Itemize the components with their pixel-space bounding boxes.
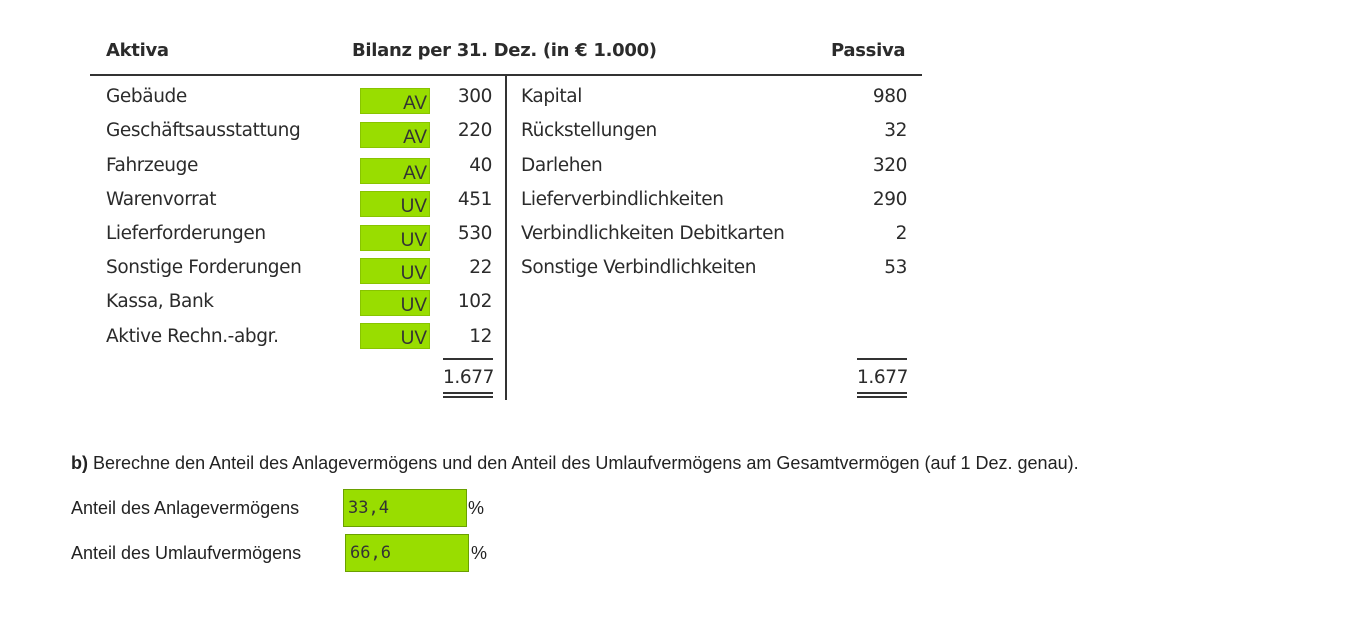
percent-unit: % <box>468 498 485 518</box>
balance-sheet: Aktiva Bilanz per 31. Dez. (in € 1.000) … <box>0 0 930 410</box>
double-rule-aktiva <box>443 392 493 394</box>
question-prefix: b) <box>71 453 88 473</box>
category-field[interactable]: AV <box>360 88 430 114</box>
sum-passiva: 1.677 <box>857 367 908 388</box>
percent-unit: % <box>471 543 488 563</box>
passiva-item-value: 290 <box>872 189 908 210</box>
passiva-item-value: 320 <box>872 155 908 176</box>
aktiva-item-name: Geschäftsausstattung <box>106 120 301 141</box>
category-field[interactable]: UV <box>360 323 430 349</box>
answer-label: Anteil des Umlaufvermögens <box>71 543 302 563</box>
question-body: Berechne den Anteil des Anlagevermögens … <box>88 453 1079 473</box>
aktiva-item-value: 102 <box>457 291 493 312</box>
aktiva-item-name: Aktive Rechn.-abgr. <box>106 326 279 347</box>
passiva-item-name: Kapital <box>521 86 582 107</box>
aktiva-item-name: Lieferforderungen <box>106 223 266 244</box>
aktiva-item-name: Sonstige Forderungen <box>106 257 302 278</box>
passiva-item-name: Darlehen <box>521 155 603 176</box>
aktiva-item-value: 22 <box>469 257 492 278</box>
aktiva-item-value: 451 <box>457 189 493 210</box>
passiva-item-value: 980 <box>872 86 908 107</box>
passiva-item-name: Verbindlichkeiten Debitkarten <box>521 223 785 244</box>
passiva-item-name: Rückstellungen <box>521 120 657 141</box>
aktiva-item-name: Kassa, Bank <box>106 291 214 312</box>
double-rule-aktiva <box>443 396 493 398</box>
category-field[interactable]: UV <box>360 225 430 251</box>
passiva-item-name: Lieferverbindlichkeiten <box>521 189 724 210</box>
question-text: b) Berechne den Anteil des Anlagevermöge… <box>71 453 1079 474</box>
aktiva-item-value: 12 <box>469 326 492 347</box>
answer-label: Anteil des Anlagevermögens <box>71 498 300 518</box>
aktiva-item-name: Fahrzeuge <box>106 155 198 176</box>
sum-aktiva: 1.677 <box>443 367 494 388</box>
passiva-item-value: 2 <box>895 223 908 244</box>
category-field[interactable]: UV <box>360 258 430 284</box>
passiva-item-value: 32 <box>884 120 907 141</box>
category-field[interactable]: AV <box>360 122 430 148</box>
passiva-header: Passiva <box>831 40 906 61</box>
aktiva-item-value: 220 <box>457 120 493 141</box>
header-rule <box>90 74 922 76</box>
passiva-item-value: 53 <box>884 257 907 278</box>
aktiva-item-value: 300 <box>457 86 493 107</box>
category-field[interactable]: UV <box>360 290 430 316</box>
center-divider <box>505 76 507 400</box>
aktiva-header: Aktiva <box>106 40 169 61</box>
aktiva-item-value: 40 <box>469 155 492 176</box>
double-rule-passiva <box>857 396 907 398</box>
double-rule-passiva <box>857 392 907 394</box>
aktiva-item-name: Warenvorrat <box>106 189 217 210</box>
balance-title: Bilanz per 31. Dez. (in € 1.000) <box>352 40 657 61</box>
passiva-item-name: Sonstige Verbindlichkeiten <box>521 257 757 278</box>
sum-rule-aktiva <box>443 358 493 360</box>
category-field[interactable]: UV <box>360 191 430 217</box>
aktiva-item-name: Gebäude <box>106 86 187 107</box>
sum-rule-passiva <box>857 358 907 360</box>
category-field[interactable]: AV <box>360 158 430 184</box>
answer-input-uv[interactable]: 66,6 <box>345 534 469 572</box>
answer-input-av[interactable]: 33,4 <box>343 489 467 527</box>
aktiva-item-value: 530 <box>457 223 493 244</box>
